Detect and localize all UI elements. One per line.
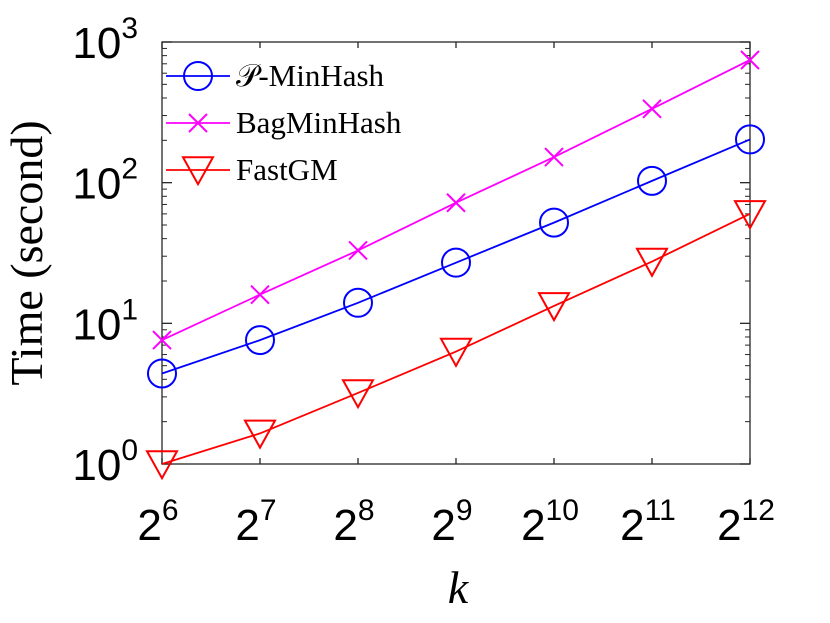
series-0 [147,124,765,389]
series-1 [152,50,760,350]
legend: 𝒫-MinHash BagMinHash FastGM [166,58,402,187]
data-point [348,240,368,261]
data-point [735,124,765,155]
marker-stroke [348,240,368,261]
y-tick-exponent: 0 [121,434,138,467]
legend-label: BagMinHash [236,105,402,140]
series-line [161,138,751,375]
x-tick-label: 27 [235,494,276,550]
legend-label: FastGM [236,152,338,187]
x-tick-base: 2 [235,501,259,550]
x-tick-exponent: 12 [742,494,775,527]
y-tick-base: 10 [72,19,121,68]
legend-item: BagMinHash [166,105,402,140]
series-2 [145,200,767,481]
legend-marker [188,113,208,133]
x-tick-exponent: 7 [260,494,277,527]
series-group [145,50,767,481]
x-tick-base: 2 [717,501,741,550]
data-point [243,419,277,450]
data-point [537,292,571,323]
data-point [446,193,466,213]
data-point [250,284,270,305]
x-tick-label: 210 [521,494,579,550]
data-point [145,450,179,481]
data-point [637,165,667,196]
data-point [642,99,662,119]
x-tick-label: 211 [620,494,676,550]
data-point [245,325,275,356]
y-tick-label: 103 [72,12,138,68]
data-point [341,379,375,410]
y-tick-label: 100 [72,434,138,490]
marker-stroke [446,193,466,213]
x-tick-exponent: 10 [546,494,579,527]
data-point [343,287,373,318]
y-axis-label: Time (second) [1,120,52,385]
legend-item: FastGM [166,152,338,187]
x-tick-base: 2 [620,501,644,550]
y-tick-exponent: 1 [121,293,138,326]
series-line [161,213,751,465]
data-point [152,330,172,350]
data-point [441,247,471,278]
y-tick-exponent: 3 [121,12,138,45]
x-tick-exponent: 6 [162,494,179,527]
legend-label: 𝒫-MinHash [236,58,385,93]
x-tick-label: 28 [333,494,374,550]
y-tick-exponent: 2 [121,153,138,186]
data-point [439,337,473,368]
data-point [635,247,669,278]
x-tick-label: 29 [431,494,472,550]
marker-stroke [740,50,760,70]
legend-marker [183,61,213,91]
legend-marker [181,156,215,187]
y-tick-base: 10 [72,160,121,209]
data-point [733,200,767,231]
marker-stroke [250,284,270,305]
x-axis-label: k [448,562,470,613]
data-point [147,358,177,389]
plot-area [161,41,751,465]
marker-stroke [188,113,208,133]
y-tick-label: 102 [72,153,138,209]
y-tick-base: 10 [72,300,121,349]
y-tick-base: 10 [72,441,121,490]
x-tick-label: 212 [717,494,775,550]
x-tick-exponent: 8 [358,494,375,527]
x-tick-label: 26 [137,494,178,550]
x-tick-base: 2 [431,501,455,550]
x-tick-base: 2 [333,501,357,550]
legend-item: 𝒫-MinHash [166,58,385,93]
marker-stroke [152,330,172,350]
x-tick-exponent: 9 [456,494,473,527]
marker-stroke [642,99,662,119]
marker-stroke [544,147,564,167]
x-tick-exponent: 11 [645,494,676,527]
data-point [740,50,760,70]
data-point [544,147,564,167]
data-point [539,207,569,238]
y-tick-label: 101 [72,293,138,349]
x-tick-base: 2 [137,501,161,550]
x-tick-base: 2 [521,501,545,550]
